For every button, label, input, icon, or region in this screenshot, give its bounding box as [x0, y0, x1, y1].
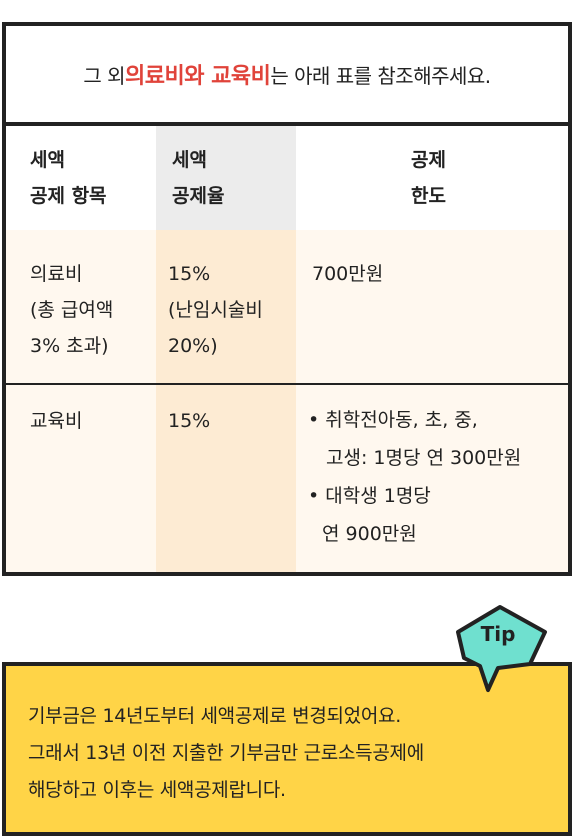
cell-rate-medical: 15% (난임시술비 20%) — [168, 263, 263, 357]
cell-rate-education: 15% — [168, 410, 211, 432]
table-row-education: 교육비 15% • 취학전아동, 초, 중, 고생: 1명당 연 300만원 •… — [6, 385, 568, 572]
tip-badge-label: Tip — [480, 622, 516, 646]
header-item: 세액 공제 항목 — [30, 149, 107, 207]
limit-bullet-2: • 대학생 1명당 연 900만원 — [308, 485, 431, 545]
tip-text: 기부금은 14년도부터 세액공제로 변경되었어요. 그래서 13년 이전 지출한… — [28, 705, 424, 801]
intro-text: 그 외 의료비와 교육비 는 아래 표를 참조해주세요. — [6, 26, 568, 126]
cell-item-education: 교육비 — [30, 410, 83, 432]
cell-limit-medical: 700만원 — [312, 263, 384, 285]
deduction-table: 그 외 의료비와 교육비 는 아래 표를 참조해주세요. 세액 공제 항목 세액… — [2, 22, 572, 576]
limit-bullet-1: • 취학전아동, 초, 중, 고생: 1명당 연 300만원 — [308, 409, 522, 469]
cell-item-medical: 의료비 (총 급여액 3% 초과) — [30, 263, 114, 357]
intro-suffix: 는 아래 표를 참조해주세요. — [270, 63, 491, 88]
intro-highlight: 의료비와 교육비 — [124, 64, 271, 89]
header-rate: 세액 공제율 — [172, 149, 225, 207]
header-limit: 공제 한도 — [411, 149, 446, 207]
rate-cell-bg — [156, 230, 296, 383]
table-row-medical: 의료비 (총 급여액 3% 초과) 15% (난임시술비 20%) 700만원 — [6, 230, 568, 385]
intro-prefix: 그 외 — [83, 63, 125, 88]
tip-badge-icon — [456, 605, 547, 692]
rate-cell-bg — [156, 385, 296, 572]
table-header-row: 세액 공제 항목 세액 공제율 공제 한도 — [6, 126, 568, 230]
tip-box: 기부금은 14년도부터 세액공제로 변경되었어요. 그래서 13년 이전 지출한… — [2, 662, 572, 836]
rate-column-header-bg — [156, 126, 296, 230]
